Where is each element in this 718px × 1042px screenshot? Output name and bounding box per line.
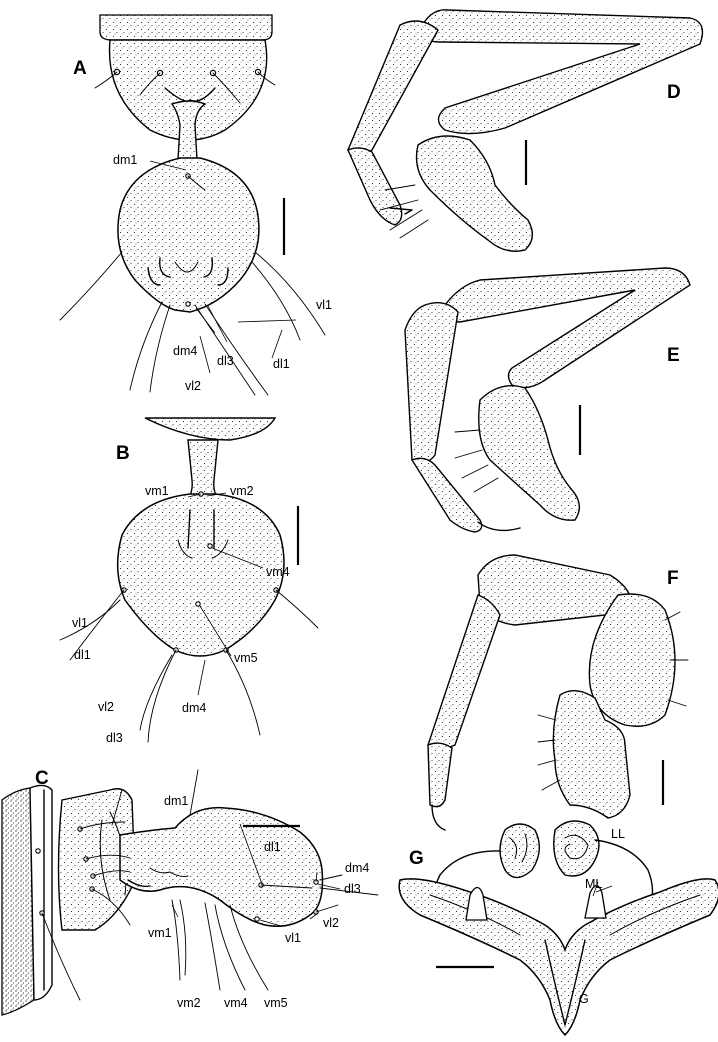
panel-g: G LL ML G xyxy=(398,820,718,1037)
panel-g-lateral-lobe-left xyxy=(499,823,540,879)
panel-c-body xyxy=(119,806,324,927)
panel-b-body xyxy=(116,493,285,657)
panel-f-tarsus xyxy=(427,742,453,808)
panel-d-femur xyxy=(419,9,704,135)
panel-f-label: F xyxy=(667,568,679,589)
panel-a: A dm1 vl1 dl1 dm4 dl3 vl2 xyxy=(59,14,332,396)
panel-c-seta-dl3: dl3 xyxy=(344,882,361,896)
panel-a-seta-dl1: dl1 xyxy=(273,357,290,371)
panel-e: E xyxy=(404,267,691,533)
panel-b-seta-vl2: vl2 xyxy=(98,700,114,714)
panel-b-seta-vm2: vm2 xyxy=(230,484,254,498)
panel-c-seta-vm4: vm4 xyxy=(224,996,248,1010)
panel-a-body xyxy=(117,157,260,313)
panel-b-seta-vm5: vm5 xyxy=(234,651,258,665)
panel-c-seta-dm4: dm4 xyxy=(345,861,369,875)
panel-g-lateral-lobe-right xyxy=(553,820,600,877)
panel-e-tarsus xyxy=(410,457,483,533)
panel-b-seta-vl1: vl1 xyxy=(72,616,88,630)
panel-e-coxa xyxy=(478,385,580,521)
panel-f-segment xyxy=(588,593,676,727)
panel-f-tibia xyxy=(427,594,501,750)
panel-d-coxa xyxy=(415,135,533,252)
panel-a-seta-dm1: dm1 xyxy=(113,153,137,167)
panel-c-seta-vm5: vm5 xyxy=(264,996,288,1010)
panel-a-seta-dl3: dl3 xyxy=(217,354,234,368)
panel-f: F xyxy=(427,554,689,831)
panel-g-part-g: G xyxy=(579,992,589,1006)
panel-g-median-lobe-right xyxy=(584,884,607,919)
panel-b-petiole xyxy=(187,439,219,497)
panel-a-seta-dm4: dm4 xyxy=(173,344,197,358)
panel-b-seta-dl1: dl1 xyxy=(74,648,91,662)
panel-b-seta-dm4: dm4 xyxy=(182,701,206,715)
panel-a-petiole xyxy=(170,100,207,161)
panel-d-label: D xyxy=(667,82,681,103)
panel-g-label: G xyxy=(409,848,424,869)
panel-c-seta-dm1: dm1 xyxy=(164,794,188,808)
panel-g-part-ml: ML xyxy=(585,877,602,891)
panel-b-seta-vm4: vm4 xyxy=(266,565,290,579)
panel-b: B vm1 vm2 vm4 vl1 dl1 vm5 vl2 dm4 dl3 xyxy=(59,417,319,745)
panel-d-tarsus xyxy=(347,147,403,226)
panel-d: D xyxy=(347,9,704,252)
panel-e-label: E xyxy=(667,345,680,366)
panel-e-tibia xyxy=(404,302,459,464)
panel-g-median-lobe-left xyxy=(465,886,488,921)
panel-d-tibia xyxy=(347,20,439,155)
panel-c: C dm1 dl1 dm4 dl3 vl2 vm1 vl1 vm2 vm4 vm… xyxy=(1,768,379,1016)
panel-g-basal-plate xyxy=(398,878,718,1037)
panel-b-seta-vm1: vm1 xyxy=(145,484,169,498)
panel-a-collar xyxy=(99,14,273,41)
panel-a-label: A xyxy=(73,58,87,79)
panel-c-left-segment xyxy=(1,787,35,1016)
panel-b-label: B xyxy=(116,443,130,464)
panel-c-seta-vl1: vl1 xyxy=(285,931,301,945)
panel-b-segment xyxy=(144,417,277,441)
panel-a-seta-vl2: vl2 xyxy=(185,379,201,393)
panel-g-part-ll: LL xyxy=(611,827,625,841)
panel-c-seta-vm1: vm1 xyxy=(148,926,172,940)
panel-c-seta-vm2: vm2 xyxy=(177,996,201,1010)
panel-c-seta-dl1: dl1 xyxy=(264,840,281,854)
panel-a-seta-vl1: vl1 xyxy=(316,298,332,312)
panel-c-label: C xyxy=(35,768,49,789)
panel-c-seta-vl2: vl2 xyxy=(323,916,339,930)
panel-e-femur xyxy=(443,267,691,389)
panel-b-seta-dl3: dl3 xyxy=(106,731,123,745)
